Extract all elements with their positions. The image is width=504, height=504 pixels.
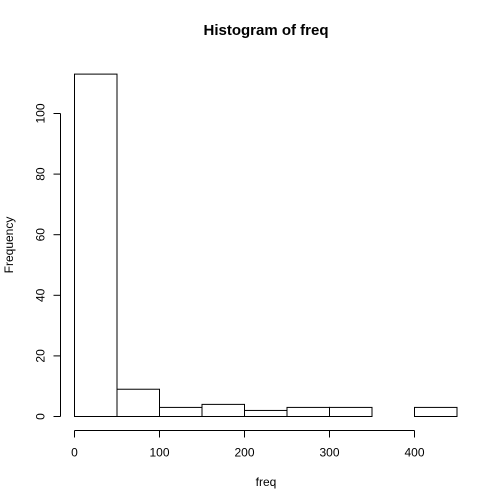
- y-tick-label-40: 40: [34, 288, 48, 302]
- histogram-bar-200-250: [244, 409, 288, 418]
- histogram-bar-250-300: [286, 406, 330, 418]
- histogram-bar-300-350: [329, 406, 373, 418]
- x-axis: 0 100 200 300 400: [71, 430, 425, 460]
- y-tick-label-60: 60: [34, 228, 48, 242]
- histogram-bar-150-200: [201, 403, 245, 418]
- y-tick-label-20: 20: [34, 349, 48, 363]
- x-tick-label-100: 100: [149, 446, 169, 460]
- y-tick-label-80: 80: [34, 167, 48, 181]
- y-axis-label: Frequency: [2, 217, 16, 274]
- x-tick-label-400: 400: [404, 446, 424, 460]
- histogram-bar-400-450: [414, 406, 458, 418]
- y-axis: 0 20 40 60 80 100: [34, 103, 61, 420]
- x-tick-label-300: 300: [319, 446, 339, 460]
- x-tick-label-200: 200: [234, 446, 254, 460]
- x-axis-label: freq: [256, 475, 277, 489]
- chart-title: Histogram of freq: [203, 22, 328, 39]
- histogram-bars: [74, 73, 458, 418]
- histogram-bar-50-100: [116, 388, 160, 418]
- x-tick-label-0: 0: [71, 446, 78, 460]
- y-tick-label-100: 100: [34, 103, 48, 123]
- histogram-bar-100-150: [159, 406, 203, 418]
- histogram-bar-0-50: [74, 73, 118, 418]
- y-tick-label-0: 0: [34, 413, 48, 420]
